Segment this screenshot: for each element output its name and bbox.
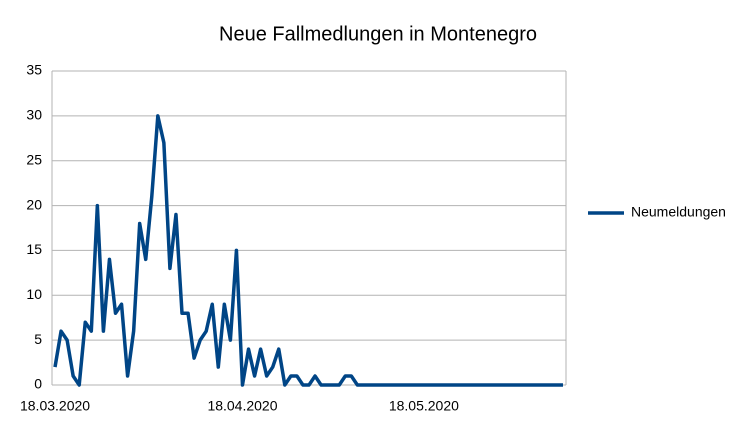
data-line [53, 114, 563, 387]
y-tick-label: 25 [26, 151, 42, 167]
chart-title: Neue Fallmedlungen in Montenegro [219, 23, 537, 45]
x-tick-label: 18.05.2020 [389, 398, 459, 414]
y-tick-label: 30 [26, 107, 42, 123]
y-tick-label: 5 [34, 331, 42, 347]
x-tick-label: 18.04.2020 [207, 398, 277, 414]
y-tick-label: 20 [26, 196, 42, 212]
y-tick-label: 15 [26, 241, 42, 257]
x-tick-label: 18.03.2020 [20, 398, 90, 414]
y-tick-label: 35 [26, 62, 42, 78]
legend-label: Neumeldungen [631, 204, 726, 220]
y-tick-label: 0 [34, 376, 42, 392]
y-tick-label: 10 [26, 286, 42, 302]
